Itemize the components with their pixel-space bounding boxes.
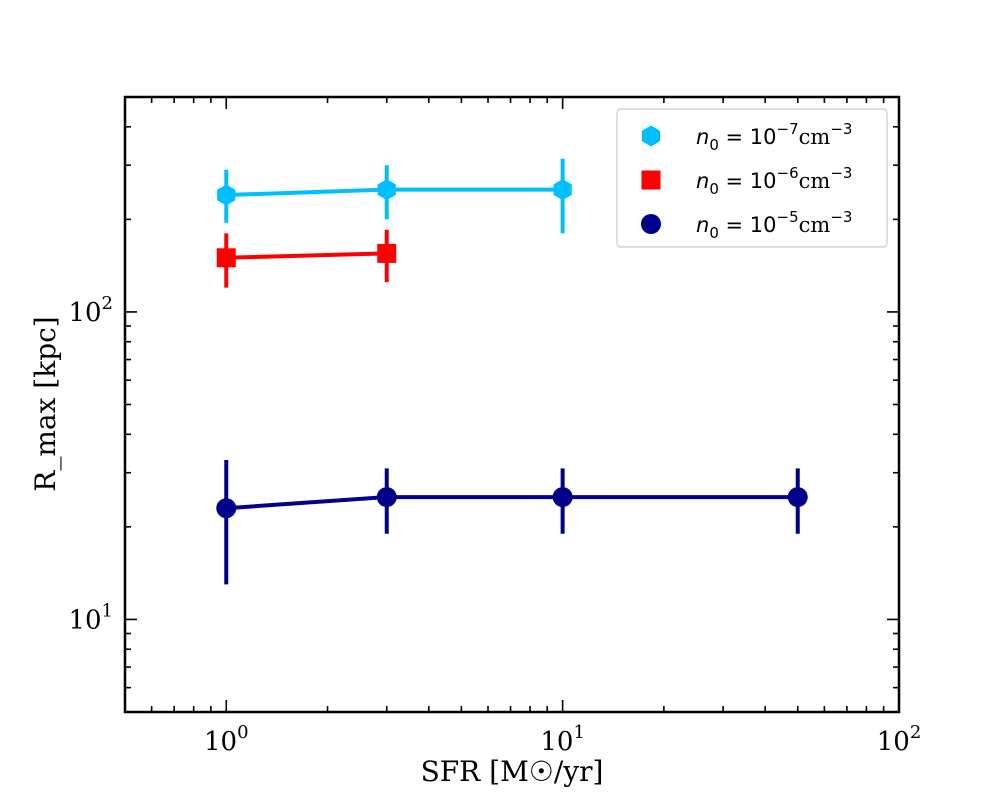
series-2 xyxy=(216,459,808,585)
legend-label-mid: = 10 xyxy=(719,169,777,193)
y-tick-label: 102 xyxy=(68,293,113,328)
legend-marker xyxy=(641,125,661,147)
plot-frame xyxy=(123,95,901,714)
axis-labels: SFR [M☉/yr] R_max [kpc] xyxy=(29,316,603,788)
x-tick-label: 101 xyxy=(540,722,585,757)
x-tick-label: 102 xyxy=(877,722,922,757)
legend-marker xyxy=(641,214,661,234)
legend-frame xyxy=(616,108,888,248)
legend-label-exp: −6 xyxy=(777,164,799,182)
legend-item: n0 = 10−5cm−3 xyxy=(641,208,852,242)
x-tick-label-exponent: 1 xyxy=(573,722,584,743)
x-tick-label-base: 10 xyxy=(204,727,237,757)
legend-label-mid: = 10 xyxy=(719,213,777,237)
x-axis-title: SFR [M☉/yr] xyxy=(421,755,604,788)
data-point xyxy=(553,179,572,201)
legend-label-unit: cm xyxy=(799,213,831,237)
data-point xyxy=(216,498,237,519)
y-tick-label-exponent: 1 xyxy=(102,600,113,621)
legend-label: n0 = 10−6cm−3 xyxy=(696,164,852,198)
legend-label-exp: −5 xyxy=(777,208,799,226)
legend: n0 = 10−7cm−3n0 = 10−6cm−3n0 = 10−5cm−3 xyxy=(616,108,888,248)
x-tick-label-exponent: 2 xyxy=(910,722,921,743)
legend-label-var: n xyxy=(696,169,709,193)
data-point xyxy=(377,243,397,263)
legend-label-sub: 0 xyxy=(709,224,719,242)
legend-label-unit-exp: −3 xyxy=(830,208,852,226)
x-tick-label: 100 xyxy=(204,722,249,757)
series-line xyxy=(226,251,387,260)
legend-label-sub: 0 xyxy=(709,180,719,198)
x-tick-label-exponent: 0 xyxy=(237,722,248,743)
data-point xyxy=(377,179,396,201)
legend-label: n0 = 10−5cm−3 xyxy=(696,208,852,242)
y-axis-title: R_max [kpc] xyxy=(29,316,62,491)
data-point xyxy=(376,487,397,508)
legend-label-unit-exp: −3 xyxy=(830,164,852,182)
legend-label-var: n xyxy=(696,125,709,149)
data-point xyxy=(217,184,236,206)
data-point xyxy=(552,487,573,508)
series-0 xyxy=(217,158,572,234)
legend-label-unit-exp: −3 xyxy=(830,120,852,138)
legend-label-exp: −7 xyxy=(777,120,799,138)
y-tick-label: 101 xyxy=(68,600,113,635)
data-point xyxy=(787,487,808,508)
y-tick-label-exponent: 2 xyxy=(102,293,113,314)
data-point xyxy=(216,248,236,268)
legend-item: n0 = 10−7cm−3 xyxy=(641,120,852,154)
legend-label-var: n xyxy=(696,213,709,237)
series-line xyxy=(226,495,798,511)
legend-label: n0 = 10−7cm−3 xyxy=(696,120,852,154)
y-tick-label-base: 10 xyxy=(68,298,101,328)
legend-item: n0 = 10−6cm−3 xyxy=(641,164,852,198)
legend-marker xyxy=(641,170,661,190)
legend-label-unit: cm xyxy=(799,169,831,193)
x-axis-title-text: SFR [M☉/yr] xyxy=(421,755,604,788)
legend-label-sub: 0 xyxy=(709,136,719,154)
legend-label-mid: = 10 xyxy=(719,125,777,149)
y-tick-label-base: 10 xyxy=(68,605,101,635)
x-tick-label-base: 10 xyxy=(540,727,573,757)
y-axis-title-text: R_max [kpc] xyxy=(29,316,62,491)
legend-label-unit: cm xyxy=(799,125,831,149)
series-1 xyxy=(216,229,397,288)
x-tick-label-base: 10 xyxy=(877,727,910,757)
